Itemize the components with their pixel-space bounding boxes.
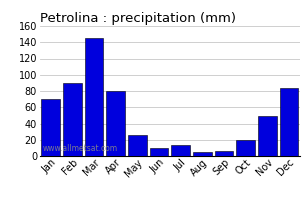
Bar (171, 145, 190, 156)
Text: www.allmetsat.com: www.allmetsat.com (42, 144, 118, 153)
Bar (258, 116, 277, 156)
Bar (63, 83, 81, 156)
Bar (237, 140, 255, 156)
Bar (85, 38, 103, 156)
Bar (280, 88, 298, 156)
Bar (215, 151, 233, 156)
Bar (106, 91, 125, 156)
Bar (150, 148, 168, 156)
Bar (128, 135, 147, 156)
Bar (193, 152, 211, 156)
Text: Petrolina : precipitation (mm): Petrolina : precipitation (mm) (40, 12, 236, 25)
Bar (41, 99, 60, 156)
